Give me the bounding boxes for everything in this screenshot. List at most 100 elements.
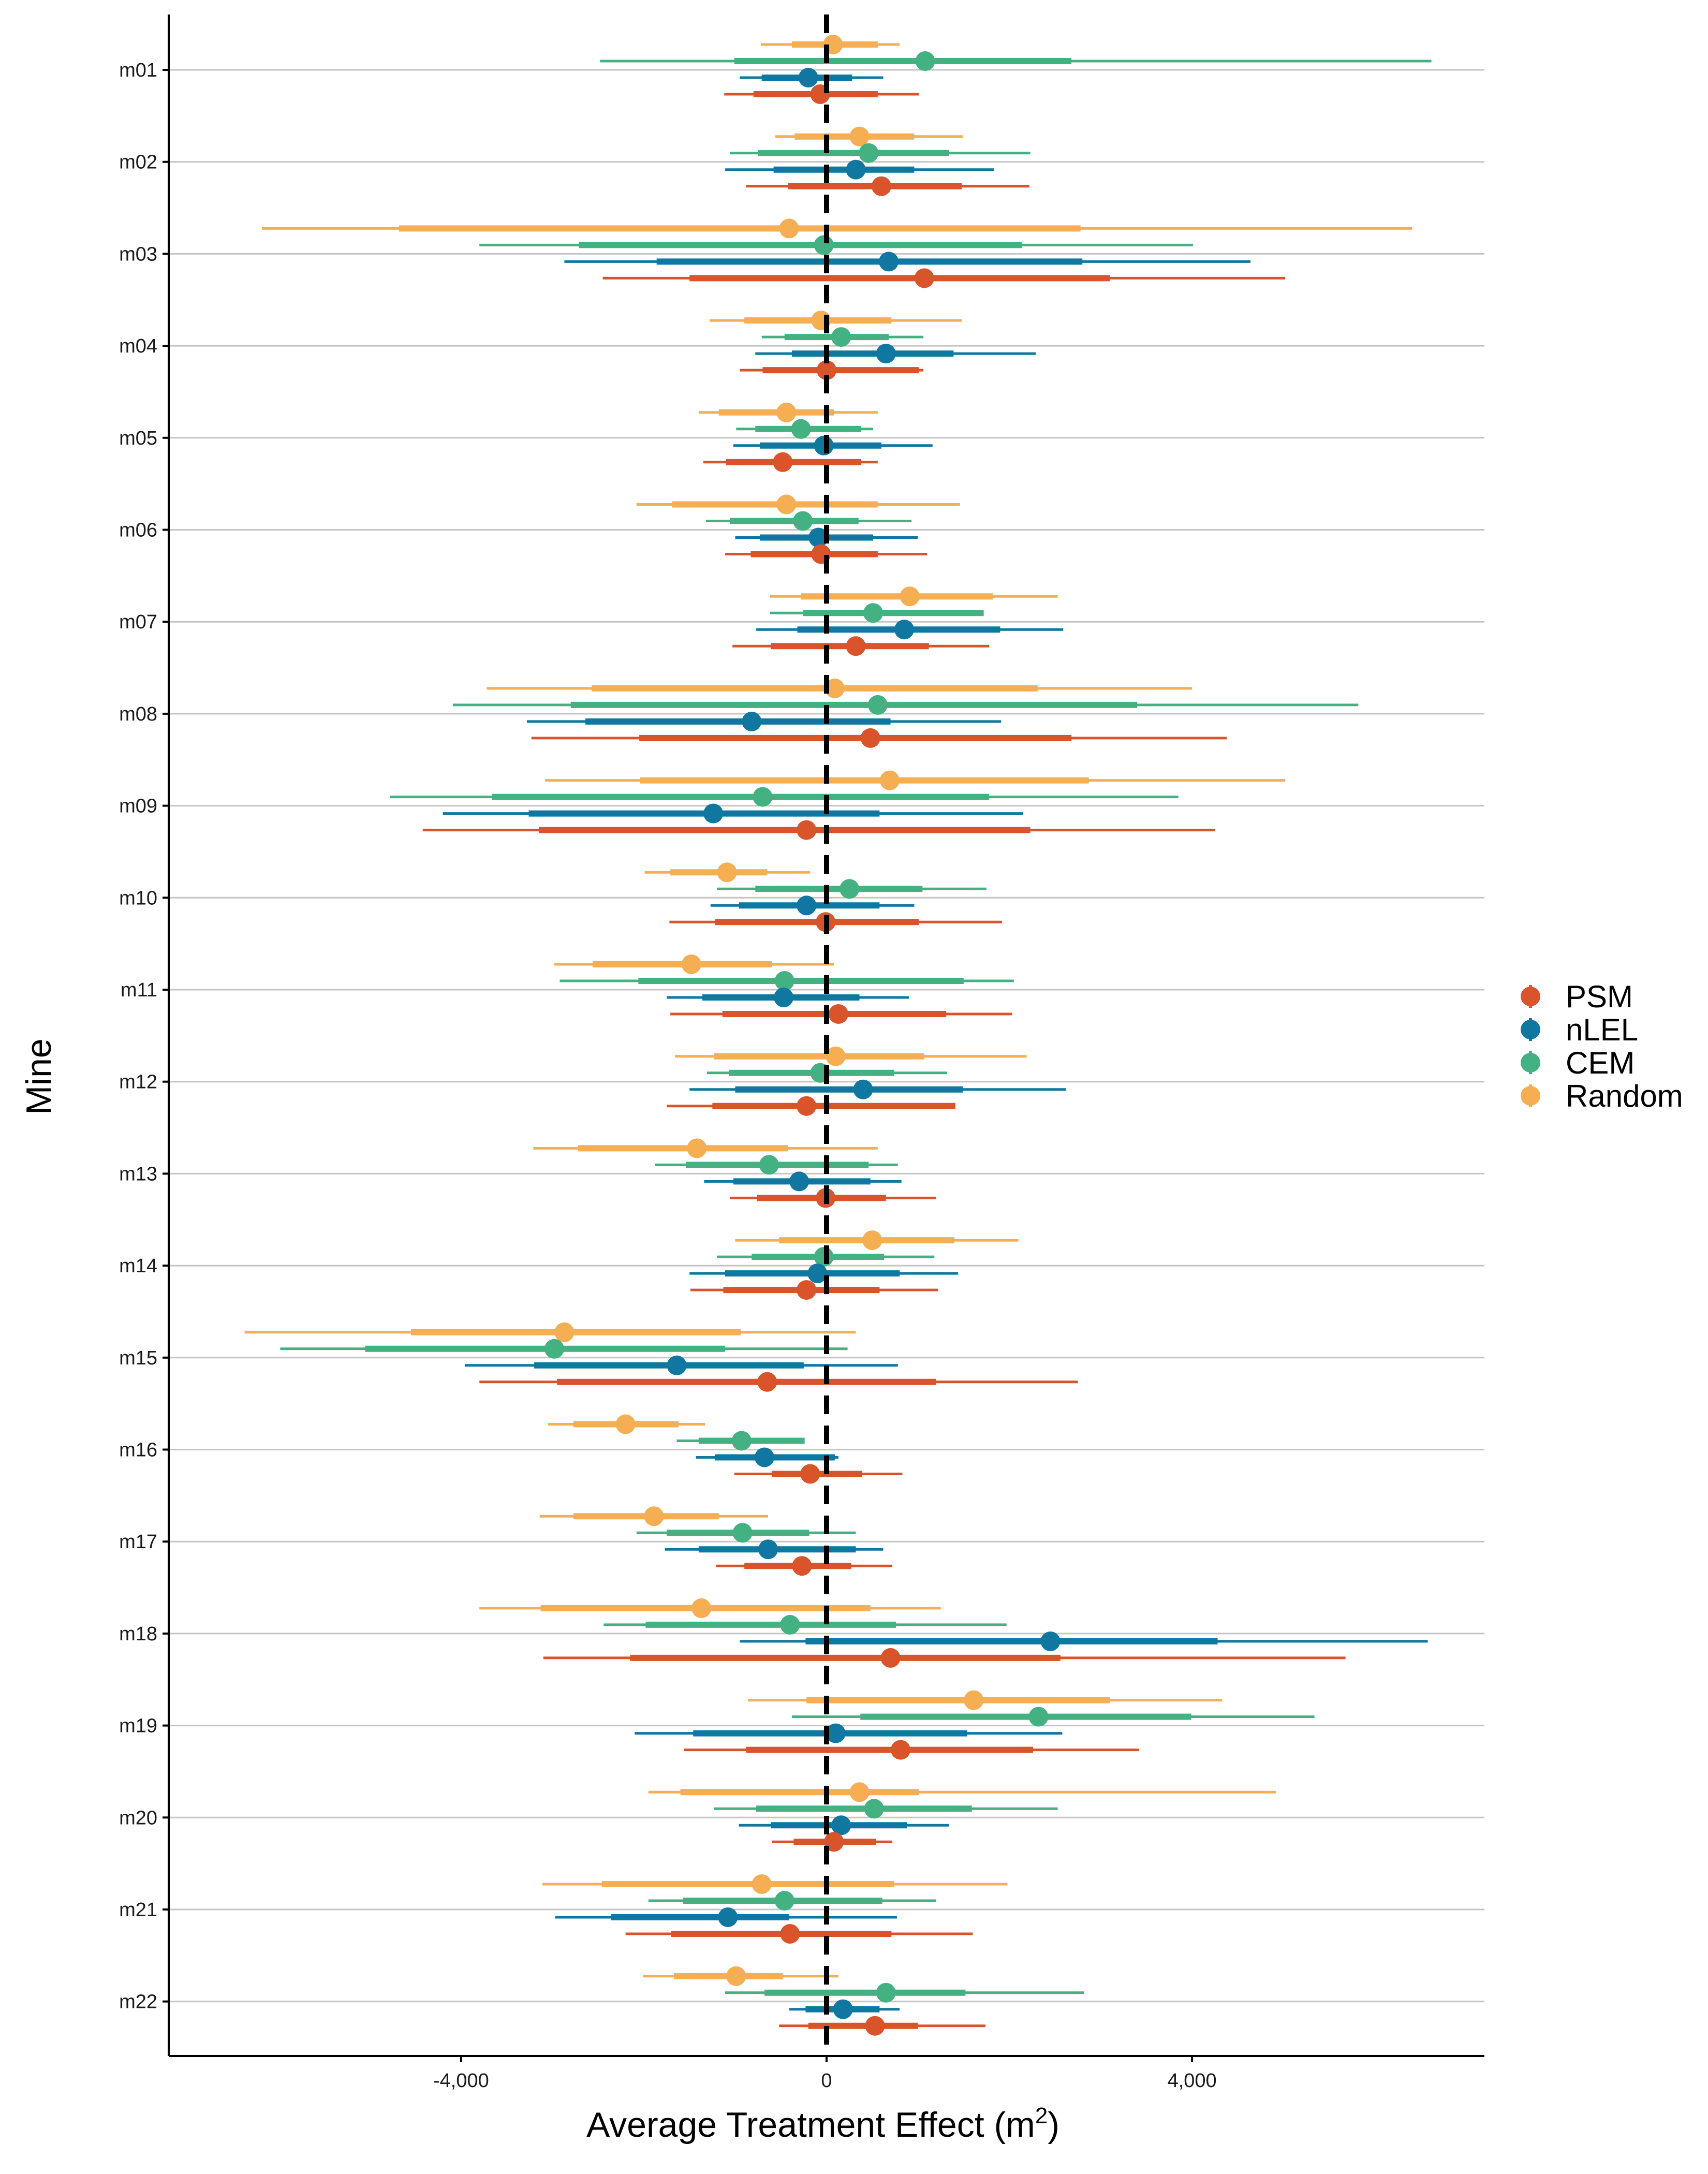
psm-estimate-m21 — [780, 1924, 800, 1944]
x-axis-title: Average Treatment Effect (m2) — [586, 2103, 1059, 2144]
y-tick-label-m08: m08 — [119, 703, 157, 725]
random-estimate-m17 — [644, 1506, 664, 1526]
interval-marks — [244, 35, 1432, 2036]
random-estimate-m08 — [824, 678, 845, 698]
cem-estimate-m15 — [544, 1339, 564, 1359]
y-tick-label-m14: m14 — [119, 1255, 157, 1277]
random-estimate-m03 — [779, 218, 799, 239]
random-estimate-m10 — [717, 862, 737, 883]
nlel-estimate-m22 — [833, 1999, 853, 2019]
nlel-estimate-m09 — [703, 803, 724, 824]
cem-estimate-m07 — [863, 603, 884, 623]
psm-estimate-m16 — [800, 1464, 820, 1484]
cem-estimate-m10 — [840, 879, 860, 899]
psm-estimate-m22 — [865, 2016, 885, 2036]
cem-estimate-m09 — [753, 787, 773, 807]
nlel-estimate-m14 — [807, 1264, 828, 1284]
y-tick-label-m06: m06 — [119, 520, 157, 541]
psm-estimate-m08 — [860, 728, 880, 748]
random-estimate-m18 — [691, 1598, 712, 1618]
cem-estimate-m01 — [915, 51, 935, 71]
nlel-estimate-m12 — [853, 1079, 873, 1099]
y-tick-label-m12: m12 — [119, 1071, 157, 1093]
y-tick-label-m20: m20 — [119, 1807, 157, 1829]
random-estimate-m15 — [554, 1322, 575, 1342]
nlel-estimate-m06 — [808, 527, 829, 548]
psm-estimate-m03 — [914, 268, 934, 288]
cem-estimate-m08 — [867, 695, 888, 715]
psm-estimate-m05 — [773, 452, 793, 472]
legend-marker-nlel — [1521, 1020, 1540, 1039]
nlel-estimate-m01 — [798, 68, 818, 87]
y-tick-label-m02: m02 — [119, 152, 157, 173]
cem-estimate-m18 — [780, 1614, 800, 1635]
nlel-estimate-m10 — [797, 895, 817, 916]
nlel-estimate-m04 — [876, 344, 896, 364]
psm-estimate-m18 — [880, 1648, 901, 1668]
y-axis-title: Mine — [19, 1038, 58, 1114]
nlel-estimate-m03 — [879, 252, 899, 272]
random-estimate-m11 — [681, 954, 701, 974]
random-estimate-m12 — [826, 1046, 846, 1066]
y-tick-labels: m01 m02 m03 m04 m05 m06 m07 m08 m09 m10 m11 m12 m13 m… — [119, 60, 169, 2013]
psm-estimate-m04 — [817, 360, 836, 380]
psm-estimate-m15 — [757, 1372, 777, 1392]
cem-estimate-m16 — [731, 1431, 752, 1451]
y-tick-label-m01: m01 — [119, 60, 157, 81]
random-estimate-m20 — [849, 1782, 870, 1802]
cem-estimate-m22 — [876, 1982, 896, 2003]
y-tick-label-m22: m22 — [119, 1991, 157, 2013]
cem-estimate-m13 — [759, 1155, 779, 1175]
cem-estimate-m21 — [774, 1891, 794, 1911]
random-estimate-m16 — [615, 1414, 636, 1434]
random-estimate-m21 — [752, 1874, 772, 1894]
legend-marker-random — [1521, 1086, 1540, 1106]
nlel-estimate-m11 — [774, 988, 794, 1007]
cem-estimate-m11 — [774, 971, 794, 991]
cem-estimate-m04 — [831, 327, 851, 347]
random-estimate-m19 — [964, 1690, 984, 1710]
legend-label-psm: PSM — [1566, 979, 1633, 1014]
psm-estimate-m19 — [890, 1740, 910, 1760]
x-tick-label-1: 0 — [821, 2070, 832, 2092]
psm-estimate-m17 — [792, 1556, 812, 1576]
random-estimate-m05 — [776, 402, 797, 422]
cem-estimate-m02 — [859, 143, 879, 163]
y-tick-label-m10: m10 — [119, 887, 157, 909]
nlel-estimate-m08 — [742, 711, 762, 731]
cem-estimate-m17 — [732, 1523, 753, 1543]
psm-estimate-m11 — [828, 1004, 848, 1024]
random-estimate-m14 — [862, 1230, 882, 1251]
psm-estimate-m07 — [846, 636, 866, 656]
y-tick-label-m18: m18 — [119, 1623, 157, 1645]
nlel-estimate-m18 — [1040, 1631, 1061, 1651]
y-tick-label-m09: m09 — [119, 796, 157, 817]
y-tick-label-m15: m15 — [119, 1347, 157, 1369]
y-tick-label-m19: m19 — [119, 1715, 157, 1737]
psm-estimate-m14 — [797, 1280, 817, 1300]
random-estimate-m02 — [849, 126, 870, 146]
legend-marker-psm — [1521, 987, 1540, 1006]
cem-estimate-m06 — [793, 511, 813, 531]
psm-estimate-m12 — [797, 1096, 817, 1116]
legend-marker-cem — [1521, 1053, 1540, 1073]
nlel-estimate-m17 — [758, 1539, 778, 1560]
psm-estimate-m02 — [871, 176, 891, 196]
y-tick-label-m03: m03 — [119, 243, 157, 265]
x-tick-label-0: -4,000 — [433, 2070, 489, 2092]
cem-estimate-m05 — [791, 419, 811, 439]
random-estimate-m09 — [879, 770, 900, 790]
x-tick-label-2: 4,000 — [1168, 2070, 1217, 2092]
nlel-estimate-m07 — [894, 620, 915, 640]
legend-label-random: Random — [1566, 1079, 1683, 1113]
legend-label-cem: CEM — [1566, 1046, 1635, 1080]
cem-estimate-m19 — [1028, 1707, 1049, 1727]
nlel-estimate-m15 — [667, 1355, 687, 1375]
legend-label-nlel: nLEL — [1566, 1012, 1638, 1047]
cem-estimate-m20 — [864, 1799, 884, 1819]
nlel-estimate-m13 — [789, 1171, 809, 1192]
random-estimate-m06 — [776, 494, 797, 515]
nlel-estimate-m21 — [718, 1907, 738, 1927]
x-tick-labels: -4,000 0 4,000 — [433, 2056, 1217, 2092]
